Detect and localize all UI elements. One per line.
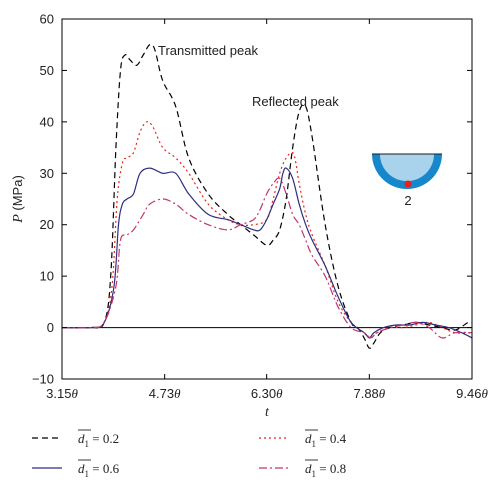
y-tick-label: 50 [40, 63, 54, 78]
y-tick-label: 0 [47, 320, 54, 335]
inset-pipe-wall [372, 154, 442, 189]
x-tick-label: 3.15θ [46, 386, 78, 401]
series-line-1 [61, 43, 473, 349]
y-tick-label: 40 [40, 114, 54, 129]
legend-label: d1 = 0.8 [305, 461, 346, 479]
inset-inner-fill [380, 154, 434, 181]
x-axis-label: t [265, 405, 270, 420]
pipe-section-inset: 2 [372, 153, 442, 208]
x-tick-label: 9.46θ [456, 386, 488, 401]
series-line-4 [61, 177, 473, 339]
x-tick-label: 6.30θ [251, 386, 283, 401]
y-tick-label: −10 [32, 372, 54, 387]
y-axis-label: P (MPa) [10, 175, 26, 224]
legend-label: d1 = 0.2 [78, 431, 119, 449]
inset-label: 2 [404, 193, 411, 208]
transmitted-peak-annotation: Transmitted peak [158, 43, 258, 58]
y-tick-label: 20 [40, 217, 54, 232]
legend-label: d1 = 0.6 [78, 461, 120, 479]
y-tick-label: 60 [40, 12, 54, 27]
reflected-peak-annotation: Reflected peak [252, 94, 339, 109]
y-tick-label: 30 [40, 166, 54, 181]
legend-label: d1 = 0.4 [305, 431, 347, 449]
inset-gauge-point [404, 180, 412, 188]
legend: d1 = 0.2 d1 = 0.4 d1 = 0.6 d1 = 0.8 [32, 429, 347, 479]
x-tick-label: 7.88θ [353, 386, 385, 401]
x-tick-label: 4.73θ [149, 386, 181, 401]
series-line-3 [61, 167, 473, 339]
y-tick-label: 10 [40, 269, 54, 284]
